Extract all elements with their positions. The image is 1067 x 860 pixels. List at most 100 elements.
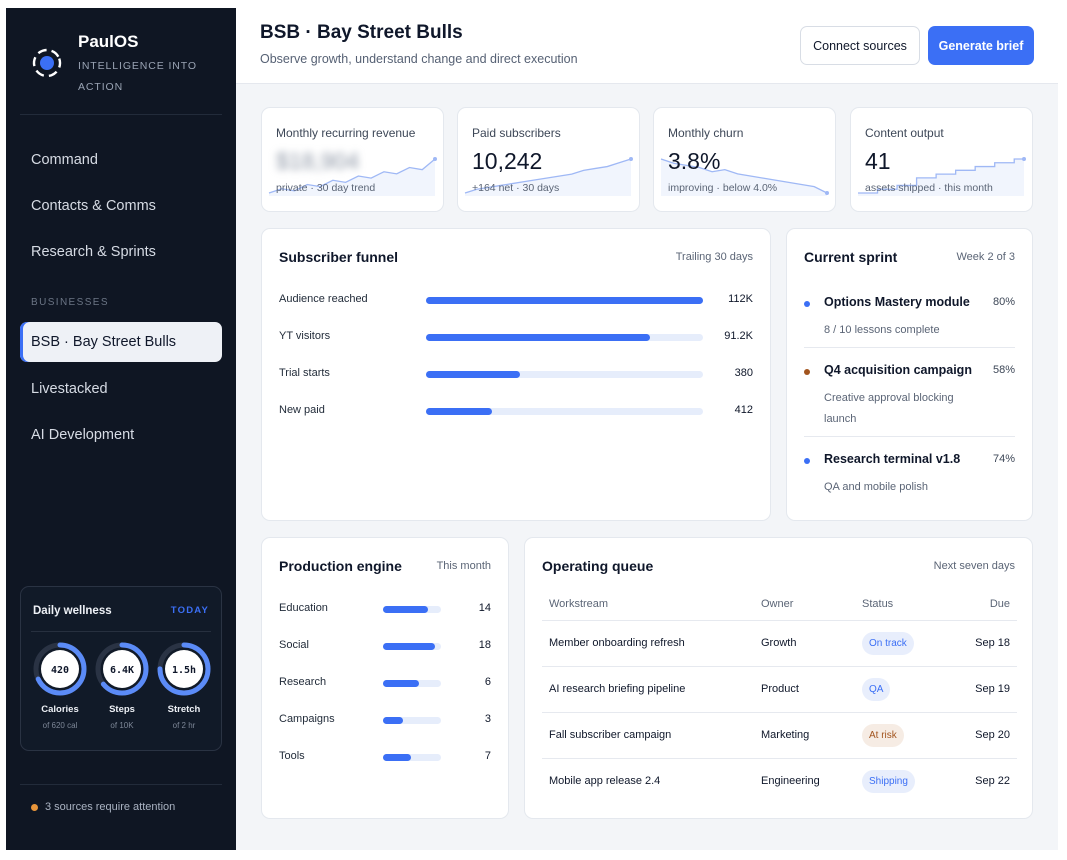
kpi-value: 41 — [865, 148, 891, 174]
brand: PaulOS INTELLIGENCE INTO ACTION — [30, 30, 203, 98]
column-header-workstream[interactable]: Workstream — [542, 588, 754, 621]
table-row[interactable]: Fall subscriber campaign Marketing At ri… — [542, 712, 1017, 759]
queue-table: Workstream Owner Status Due Member onboa… — [542, 588, 1017, 804]
sparkline-end-point — [433, 157, 437, 161]
sprint-item-title: Options Mastery module — [824, 295, 970, 309]
kpi-sub: improving · below 4.0% — [668, 182, 778, 194]
status-cell: QA — [855, 666, 950, 713]
production-bar-track — [383, 643, 441, 650]
funnel-row: New paid 412 — [279, 403, 753, 419]
nav-item-contacts-comms[interactable]: Contacts & Comms — [31, 198, 156, 214]
wellness-title: Daily wellness — [33, 605, 112, 617]
production-label: Campaigns — [279, 713, 335, 725]
sprint-item[interactable]: Research terminal v1.8 74% QA and mobile… — [804, 452, 1015, 502]
status-cell: On track — [855, 620, 950, 667]
nav-item-command[interactable]: Command — [31, 152, 98, 168]
logo-icon — [32, 48, 62, 78]
table-row[interactable]: Member onboarding refresh Growth On trac… — [542, 620, 1017, 667]
sprint-item-percent: 74% — [992, 453, 1015, 465]
kpi-sub: assets shipped · this month — [865, 182, 993, 194]
main-content: Monthly recurring revenue $18,904 privat… — [236, 84, 1058, 850]
status-dot-icon — [804, 458, 810, 464]
production-label: Tools — [279, 750, 305, 762]
page-subtitle: Observe growth, understand change and di… — [260, 52, 578, 66]
kpi-label: Paid subscribers — [472, 126, 561, 140]
card-meta: This month — [436, 560, 491, 572]
steps-ring-progress — [95, 642, 149, 696]
production-bar-track — [383, 680, 441, 687]
status-badge: Shipping — [862, 769, 915, 793]
sidebar-divider — [20, 114, 222, 115]
steps-sub: of 10K — [110, 721, 134, 730]
table-row[interactable]: Mobile app release 2.4 Engineering Shipp… — [542, 758, 1017, 804]
kpi-card-mrr[interactable]: Monthly recurring revenue $18,904 privat… — [261, 107, 444, 212]
kpi-label: Content output — [865, 126, 944, 140]
sparkline-line — [660, 158, 828, 194]
kpi-value: 10,242 — [472, 148, 543, 174]
calories-sub: of 620 cal — [42, 721, 78, 730]
production-bar-track — [383, 606, 441, 613]
funnel-label: Trial starts — [279, 367, 330, 379]
sparkline-end-point — [1022, 157, 1026, 161]
funnel-bar-track — [426, 297, 703, 304]
status-dot-icon — [804, 369, 810, 375]
connect-sources-button[interactable]: Connect sources — [800, 26, 920, 65]
due-cell: Sep 18 — [950, 620, 1017, 667]
column-header-status[interactable]: Status — [855, 588, 950, 621]
column-header-due[interactable]: Due — [950, 588, 1017, 621]
stretch-label: Stretch — [167, 704, 201, 715]
kpi-card-subscribers[interactable]: Paid subscribers 10,242 +164 net · 30 da… — [457, 107, 640, 212]
card-title: Subscriber funnel — [279, 249, 399, 265]
nav-item-livestacked[interactable]: Livestacked — [31, 381, 108, 397]
card-title: Current sprint — [804, 249, 898, 265]
card-meta: Trailing 30 days — [675, 251, 753, 263]
calories-ring: 420 — [33, 642, 87, 696]
kpi-label: Monthly recurring revenue — [276, 126, 416, 140]
nav-item-research-sprints[interactable]: Research & Sprints — [31, 244, 156, 260]
source-alert[interactable]: 3 sources require attention — [31, 801, 175, 813]
calories-label: Calories — [41, 704, 79, 715]
owner-cell: Engineering — [761, 775, 820, 788]
production-bar-track — [383, 717, 441, 724]
nav-item-bsb[interactable]: BSB · Bay Street Bulls — [20, 322, 222, 362]
steps-ring-value: 6.4K — [110, 665, 134, 676]
wellness-today-badge[interactable]: TODAY — [170, 605, 209, 616]
steps-label: Steps — [109, 704, 135, 715]
funnel-label: Audience reached — [279, 293, 368, 305]
column-header-owner[interactable]: Owner — [754, 588, 855, 621]
table-row[interactable]: AI research briefing pipeline Product QA… — [542, 666, 1017, 713]
wellness-divider — [31, 631, 211, 632]
kpi-card-churn[interactable]: Monthly churn 3.8% improving · below 4.0… — [653, 107, 836, 212]
production-bar-fill — [383, 606, 429, 613]
sparkline-area — [465, 159, 631, 196]
generate-brief-button[interactable]: Generate brief — [928, 26, 1034, 65]
kpi-value: 3.8% — [668, 148, 721, 174]
content-output-sparkline — [858, 157, 1026, 196]
sparkline-area — [858, 159, 1024, 196]
sparkline-end-point — [629, 157, 633, 161]
funnel-row: YT visitors 91.2K — [279, 329, 753, 345]
sprint-item[interactable]: Q4 acquisition campaign 58% Creative app… — [804, 363, 1015, 433]
kpi-card-content-output[interactable]: Content output 41 assets shipped · this … — [850, 107, 1033, 212]
card-title: Operating queue — [542, 558, 654, 574]
sparkline-line — [464, 158, 632, 194]
stretch-ring: 1.5h — [157, 642, 211, 696]
workstream-cell: Mobile app release 2.4 — [549, 775, 661, 788]
funnel-label: YT visitors — [279, 330, 331, 342]
page-title: BSB · Bay Street Bulls — [260, 22, 463, 43]
calories-ring-value: 420 — [51, 665, 69, 676]
stretch-sub: of 2 hr — [172, 721, 196, 730]
sidebar: PaulOS INTELLIGENCE INTO ACTION Command … — [6, 8, 236, 850]
subscribers-sparkline — [464, 157, 633, 196]
sparkline-area — [661, 159, 827, 196]
wellness-card: Daily wellness TODAY 420 Calories of 620… — [20, 586, 222, 751]
status-badge: On track — [862, 631, 914, 655]
sprint-item[interactable]: Options Mastery module 80% 8 / 10 lesson… — [804, 295, 1015, 345]
sparkline-area — [269, 159, 435, 196]
nav-item-ai-development[interactable]: AI Development — [31, 427, 135, 443]
mrr-sparkline — [268, 157, 437, 196]
funnel-row: Trial starts 380 — [279, 366, 753, 382]
ring-steps: 6.4K Steps of 10K — [95, 642, 149, 730]
subscriber-funnel-card: Subscriber funnel Trailing 30 days Audie… — [261, 228, 771, 521]
due-cell: Sep 19 — [950, 666, 1017, 713]
